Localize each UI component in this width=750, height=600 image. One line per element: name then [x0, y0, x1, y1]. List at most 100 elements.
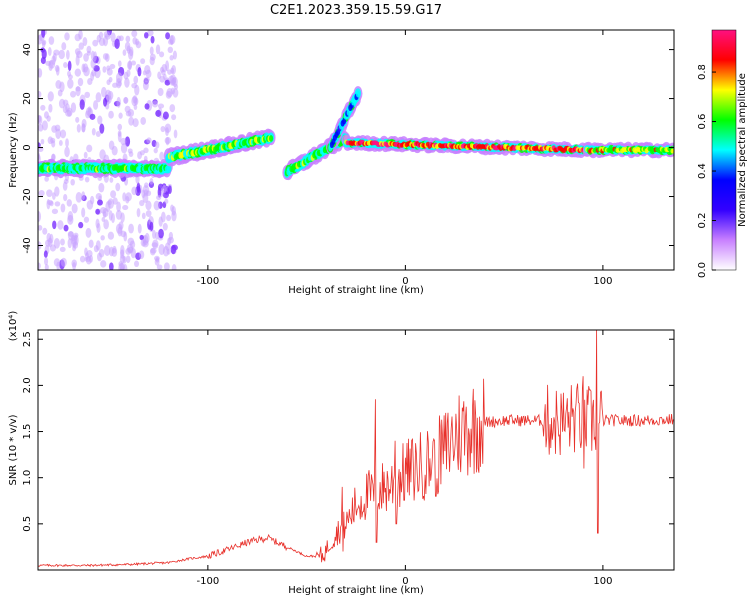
spectrogram-speckle [59, 246, 66, 253]
y-tick-label: 0 [22, 144, 33, 150]
spectrogram-speckle [79, 99, 85, 110]
spectrogram-speckle [150, 35, 155, 44]
spectrogram-speckle [60, 238, 65, 246]
spectrogram-ticks: -100 0 100 -40 -20 0 20 40 [22, 30, 674, 287]
spectrogram-speckle [67, 78, 74, 89]
spectrogram-speckle [90, 50, 95, 61]
spectrogram-speckle [103, 97, 108, 107]
spectrogram-speckle [143, 76, 150, 83]
y-tick-label: 2.0 [22, 377, 33, 393]
spectrogram-speckle [67, 70, 71, 77]
spectrogram-speckle [103, 219, 109, 230]
spectrogram-speckle [155, 109, 162, 117]
spectrogram-speckle [90, 59, 96, 69]
spectrogram-speckle [41, 30, 46, 38]
spectrogram-speckle [147, 30, 154, 37]
spectrogram-ridge [582, 141, 674, 159]
spectrogram-speckle [82, 37, 88, 47]
spectrogram-speckle [84, 91, 91, 99]
spectrogram-speckle [140, 116, 147, 125]
spectrogram-speckle [131, 30, 138, 38]
spectrogram-speckle [83, 151, 88, 159]
x-tick-label: 100 [593, 576, 612, 587]
spectrogram-speckle [116, 201, 121, 212]
spectrogram-speckle [170, 244, 177, 255]
spectrogram-speckle [40, 138, 45, 145]
spectrogram-speckle [143, 147, 149, 154]
spectrogram-speckle [96, 34, 101, 43]
spectrogram-speckle [54, 201, 61, 207]
spectrogram-speckle [167, 69, 172, 75]
spectrogram-speckle [149, 177, 154, 185]
spectrogram-speckle [106, 68, 113, 76]
spectrogram-speckle [155, 256, 160, 263]
spectrogram-speckle [88, 239, 94, 249]
spectrogram-speckle [110, 190, 117, 199]
spectrogram-speckle [98, 248, 105, 258]
x-tick-label: -100 [197, 276, 220, 287]
colorbar-tick-label: 0.4 [697, 163, 708, 179]
snr-xlabel: Height of straight line (km) [288, 585, 424, 596]
snr-ylabel: SNR (10 * v/v) [8, 414, 19, 485]
spectrogram-speckle [83, 53, 89, 62]
colorbar-tick-label: 0.6 [697, 114, 708, 130]
spectrogram-speckle [89, 255, 93, 263]
spectrogram-speckle [144, 32, 149, 39]
spectrogram-speckle [100, 260, 107, 268]
spectrogram-speckle [107, 199, 112, 206]
spectrogram-speckle [109, 63, 116, 70]
spectrogram-speckle [46, 115, 51, 122]
spectrogram-speckle [54, 64, 60, 73]
spectrogram-speckle [115, 182, 121, 192]
spectrogram-speckle [158, 244, 165, 255]
spectrogram-speckle [99, 123, 105, 134]
spectrogram-speckle [157, 71, 162, 80]
snr-series-line [38, 330, 674, 568]
spectrogram-speckle [78, 42, 84, 50]
spectrogram-speckle [77, 77, 84, 87]
spectrogram-speckle [104, 53, 110, 62]
spectrogram-speckle [103, 31, 111, 38]
spectrogram-speckle [58, 49, 65, 60]
spectrogram-speckle [63, 193, 68, 202]
spectrogram-speckle [89, 113, 96, 120]
spectrogram-speckle [149, 56, 155, 66]
spectrogram-speckle [110, 32, 116, 43]
spectrogram-speckle [132, 95, 138, 104]
spectrogram-speckle [126, 243, 134, 253]
spectrogram-speckle [44, 257, 49, 266]
spectrogram-speckle [117, 226, 123, 237]
spectrogram-speckle [134, 260, 140, 268]
spectrogram-speckle [74, 68, 82, 77]
spectrogram-speckle [164, 198, 169, 204]
spectrogram-panel: -100 0 100 -40 -20 0 20 40 Height of straight l… [8, 29, 675, 296]
spectrogram-speckle [153, 147, 158, 154]
spectrogram-speckle [144, 103, 150, 110]
spectrogram-speckle [100, 235, 105, 241]
spectrogram-speckle [107, 231, 115, 240]
spectrogram-speckle [54, 124, 61, 132]
y-tick-label: -40 [22, 237, 33, 253]
spectrogram-speckle [139, 234, 144, 241]
spectrogram-speckle [90, 71, 95, 82]
spectrogram-frame [37, 29, 675, 271]
spectrogram-speckle [86, 144, 93, 153]
spectrogram-speckle [65, 138, 69, 148]
spectrogram-speckle [63, 224, 69, 232]
spectrogram-ylabel: Frequency (Hz) [8, 112, 19, 188]
spectrogram-speckle [131, 82, 138, 89]
spectrogram-speckle [155, 44, 161, 55]
spectrogram-speckle [132, 118, 139, 128]
spectrogram-speckle [75, 191, 83, 203]
spectrogram-speckle [123, 97, 129, 104]
spectrogram-speckle [38, 262, 41, 270]
spectrogram-speckle [61, 42, 67, 51]
spectrogram-speckle [122, 204, 129, 211]
y-tick-label: 2.5 [22, 331, 33, 347]
spectrogram-speckle [50, 137, 56, 144]
spectrogram-speckle [161, 185, 167, 194]
spectrogram-speckle [169, 104, 176, 113]
spectrogram-speckle [65, 109, 72, 117]
spectrogram-speckle [58, 139, 63, 146]
